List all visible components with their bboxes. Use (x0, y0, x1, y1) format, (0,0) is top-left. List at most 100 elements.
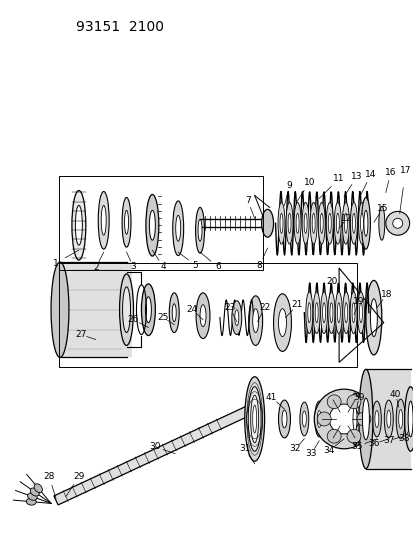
Circle shape (326, 429, 340, 443)
Ellipse shape (404, 386, 413, 451)
Ellipse shape (72, 190, 85, 260)
Ellipse shape (252, 405, 256, 433)
Ellipse shape (351, 213, 354, 233)
Ellipse shape (320, 213, 323, 233)
Text: 16: 16 (384, 168, 396, 177)
Bar (59, 263, 356, 367)
Text: 9: 9 (286, 181, 292, 190)
Ellipse shape (285, 203, 292, 244)
Text: 40: 40 (389, 390, 401, 399)
Ellipse shape (250, 395, 258, 443)
Ellipse shape (252, 309, 258, 333)
Text: 34: 34 (323, 446, 334, 455)
Ellipse shape (386, 410, 390, 428)
Ellipse shape (30, 488, 39, 496)
Text: 20: 20 (326, 277, 337, 286)
Ellipse shape (360, 213, 363, 233)
Ellipse shape (278, 203, 284, 244)
Ellipse shape (169, 293, 179, 333)
Ellipse shape (320, 292, 327, 334)
Circle shape (313, 389, 373, 449)
Text: 28: 28 (43, 472, 55, 481)
Ellipse shape (199, 305, 206, 327)
Ellipse shape (101, 205, 106, 235)
Ellipse shape (149, 211, 155, 240)
Ellipse shape (370, 299, 376, 336)
Text: 18: 18 (380, 290, 392, 300)
Text: 39: 39 (352, 393, 364, 402)
Ellipse shape (334, 203, 340, 244)
Ellipse shape (352, 407, 356, 431)
Ellipse shape (273, 294, 291, 351)
Ellipse shape (278, 309, 286, 336)
Text: 22: 22 (259, 303, 270, 312)
Text: 19: 19 (352, 297, 364, 306)
Ellipse shape (299, 402, 308, 436)
Ellipse shape (122, 287, 130, 333)
Circle shape (392, 219, 402, 228)
Ellipse shape (75, 205, 82, 245)
Circle shape (385, 212, 408, 235)
Ellipse shape (281, 410, 286, 428)
Ellipse shape (278, 400, 290, 438)
Ellipse shape (358, 303, 361, 322)
Ellipse shape (287, 213, 290, 233)
Ellipse shape (378, 206, 384, 240)
Ellipse shape (335, 292, 342, 334)
Ellipse shape (295, 213, 298, 233)
Bar (365, 369, 410, 469)
Ellipse shape (307, 303, 310, 322)
Ellipse shape (327, 292, 334, 334)
Text: 26: 26 (128, 315, 139, 324)
Ellipse shape (119, 274, 133, 345)
Bar (60, 262, 131, 358)
Text: 3: 3 (131, 262, 136, 271)
Ellipse shape (318, 203, 325, 244)
Ellipse shape (349, 203, 356, 244)
Ellipse shape (395, 399, 404, 439)
Ellipse shape (356, 292, 363, 334)
Ellipse shape (172, 201, 183, 256)
Ellipse shape (28, 493, 37, 500)
Text: 36: 36 (367, 439, 379, 448)
Ellipse shape (365, 280, 381, 355)
Ellipse shape (349, 393, 359, 445)
Ellipse shape (349, 292, 356, 334)
Ellipse shape (301, 203, 309, 244)
Ellipse shape (358, 369, 372, 469)
Text: 15: 15 (376, 204, 388, 213)
Ellipse shape (195, 207, 204, 253)
Ellipse shape (314, 303, 318, 322)
Ellipse shape (145, 297, 151, 322)
Text: 4: 4 (160, 262, 166, 271)
Ellipse shape (328, 213, 330, 233)
Ellipse shape (407, 401, 412, 437)
Ellipse shape (398, 409, 402, 429)
Ellipse shape (342, 292, 349, 334)
Ellipse shape (309, 203, 316, 244)
Ellipse shape (342, 203, 349, 244)
Ellipse shape (351, 303, 354, 322)
Text: 93151  2100: 93151 2100 (76, 20, 164, 34)
Ellipse shape (344, 303, 347, 322)
Circle shape (316, 412, 330, 426)
Text: 11: 11 (332, 174, 344, 183)
Ellipse shape (279, 213, 282, 233)
Text: 12: 12 (341, 214, 352, 223)
Ellipse shape (313, 292, 319, 334)
Circle shape (346, 429, 360, 443)
Text: 13: 13 (350, 172, 362, 181)
Text: 33: 33 (305, 449, 316, 458)
Text: 14: 14 (364, 170, 376, 179)
Ellipse shape (197, 219, 202, 241)
Text: 29: 29 (73, 472, 84, 481)
Ellipse shape (305, 292, 312, 334)
Ellipse shape (325, 203, 332, 244)
Ellipse shape (316, 410, 320, 427)
Polygon shape (54, 407, 249, 505)
Ellipse shape (51, 262, 69, 358)
Ellipse shape (329, 303, 332, 322)
Ellipse shape (371, 401, 380, 437)
Ellipse shape (344, 213, 347, 233)
Ellipse shape (234, 310, 238, 326)
